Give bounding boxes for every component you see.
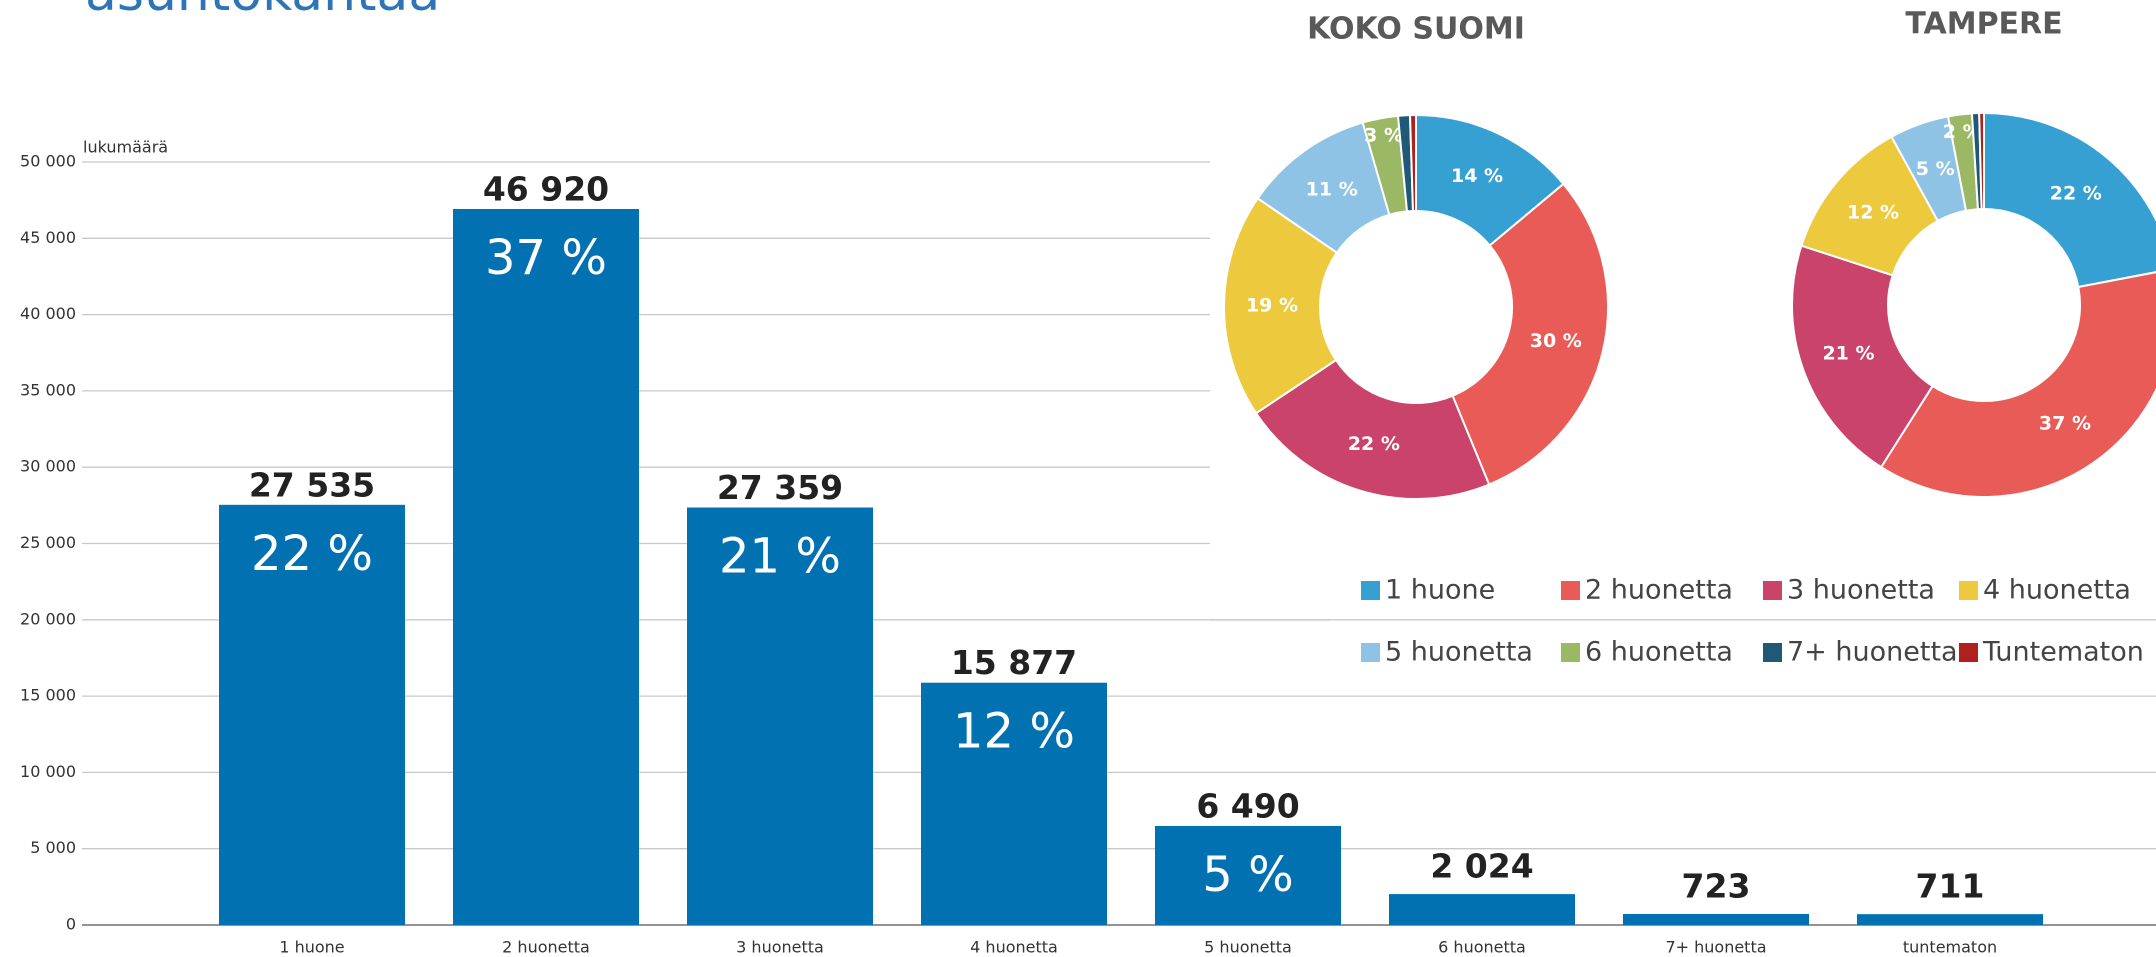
slice-label: 3 % [1364,125,1403,147]
donut-slice [1451,182,1609,486]
bar [1857,914,2043,925]
slice-label: 22 % [2050,183,2102,205]
bar [921,682,1107,925]
y-tick-label: 10 000 [20,762,76,781]
share-label: 12 % [953,704,1075,760]
y-tick-label: 0 [66,915,76,934]
legend-swatch [1959,581,1978,600]
x-tick-label: tuntematon [1903,938,1997,957]
y-tick-label: 45 000 [20,228,76,247]
y-tick-label: 20 000 [20,609,76,628]
donut-title: TAMPERE [1905,7,2062,42]
slice-label: 22 % [1348,433,1400,455]
value-label: 46 920 [483,170,609,209]
bar [687,507,873,925]
share-label: 37 % [485,230,607,286]
share-label: 22 % [251,526,373,582]
value-label: 6 490 [1196,786,1299,825]
donut-title: KOKO SUOMI [1307,12,1525,47]
y-tick-label: 25 000 [20,533,76,552]
value-label: 27 535 [249,465,375,504]
slice-label: 30 % [1530,330,1582,352]
value-label: 15 877 [951,643,1077,682]
x-tick-label: 5 huonetta [1204,938,1292,957]
x-tick-label: 3 huonetta [736,938,824,957]
y-axis-label: lukumäärä [83,138,168,157]
page-title: asuntokantaa [85,0,440,23]
legend-label: 1 huone [1385,575,1495,606]
donut-slice [1791,244,1934,469]
x-tick-label: 1 huone [279,938,344,957]
x-tick-label: 7+ huonetta [1665,938,1766,957]
donut-slice [1223,196,1339,415]
legend-label: 2 huonetta [1585,575,1733,606]
share-label: 5 % [1202,847,1293,903]
y-tick-label: 40 000 [20,304,76,323]
donut-slice [1879,271,2156,498]
slice-label: 11 % [1306,179,1358,201]
bar [1389,894,1575,925]
legend-label: Tuntematon [1982,637,2144,668]
legend-swatch [1763,581,1782,600]
x-tick-label: 6 huonetta [1438,938,1526,957]
legend-swatch [1361,643,1380,662]
donut-slice [1978,111,1985,211]
legend-label: 4 huonetta [1983,575,2131,606]
legend-swatch [1561,581,1580,600]
donut-slice [1408,113,1417,213]
y-tick-label: 35 000 [20,380,76,399]
legend-label: 6 huonetta [1585,637,1733,668]
value-label: 711 [1916,867,1985,906]
legend-swatch [1361,581,1380,600]
y-tick-label: 30 000 [20,457,76,476]
legend-label: 5 huonetta [1385,637,1533,668]
slice-label: 14 % [1451,165,1503,187]
donut-slice [1983,111,2156,289]
legend-swatch [1763,643,1782,662]
slice-label: 5 % [1916,158,1955,180]
share-label: 21 % [719,529,841,585]
slice-label: 12 % [1847,202,1899,224]
legend-label: 3 huonetta [1787,575,1935,606]
slice-label: 37 % [2039,413,2091,435]
slice-label: 19 % [1246,294,1298,316]
x-tick-label: 4 huonetta [970,938,1058,957]
y-tick-label: 5 000 [30,838,76,857]
bar [453,209,639,925]
donut-backdrop [1210,0,2156,615]
value-label: 27 359 [717,468,843,507]
bar [219,504,405,925]
donut-slice [1254,358,1491,500]
y-tick-label: 15 000 [20,686,76,705]
slice-label: 21 % [1822,342,1874,364]
legend-swatch [1561,643,1580,662]
bar [1155,825,1341,925]
x-tick-label: 2 huonetta [502,938,590,957]
legend-label: 7+ huonetta [1787,637,1958,668]
bar [1623,913,1809,925]
value-label: 2 024 [1430,847,1533,886]
y-tick-label: 50 000 [20,152,76,171]
value-label: 723 [1682,866,1751,905]
legend-swatch [1959,643,1978,662]
